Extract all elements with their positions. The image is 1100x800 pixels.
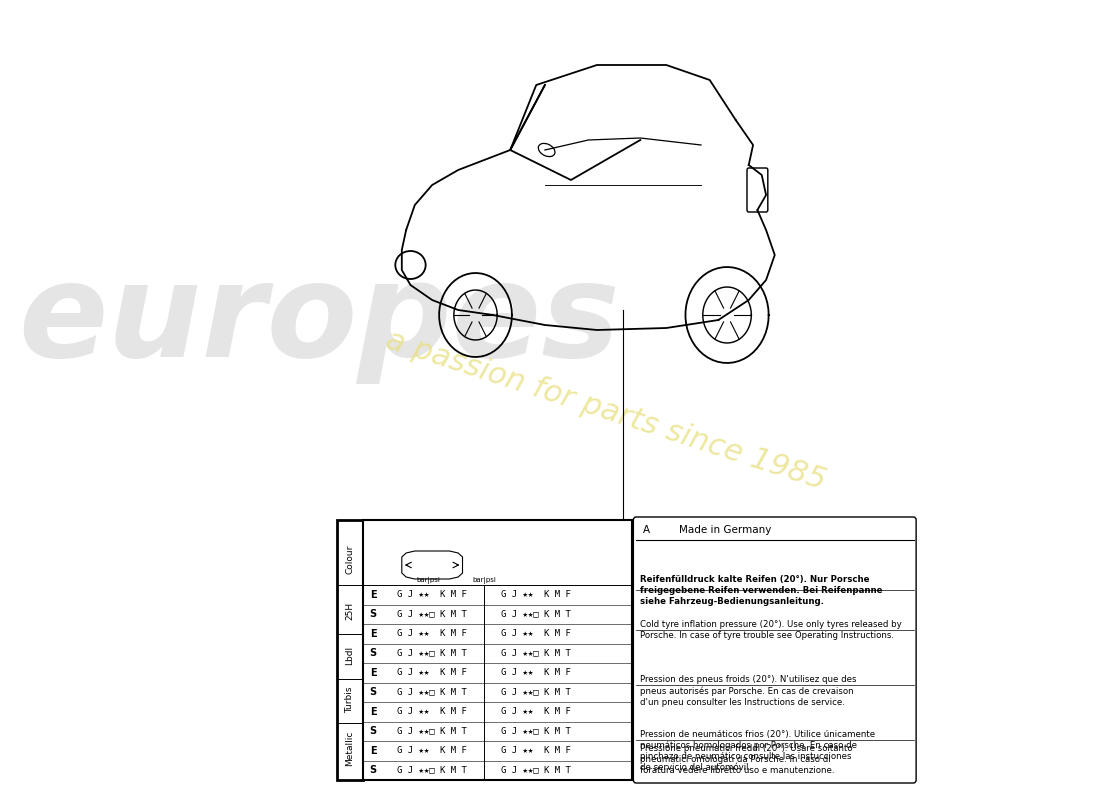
Text: G J ★★□ K M T: G J ★★□ K M T xyxy=(502,688,571,697)
Text: S: S xyxy=(370,610,376,619)
Text: G J ★★  K M F: G J ★★ K M F xyxy=(502,668,571,678)
FancyBboxPatch shape xyxy=(634,517,916,783)
Text: E: E xyxy=(370,629,376,638)
Text: bar|psi: bar|psi xyxy=(472,577,496,583)
Text: Colour: Colour xyxy=(345,544,354,574)
Text: G J ★★□ K M T: G J ★★□ K M T xyxy=(397,766,468,774)
Text: G J ★★□ K M T: G J ★★□ K M T xyxy=(397,688,468,697)
Text: Made in Germany: Made in Germany xyxy=(680,525,772,535)
Text: Pressione pneumatici freddi (20°). Usare soltanto
pneumatici omologati da Porsch: Pressione pneumatici freddi (20°). Usare… xyxy=(640,744,852,775)
Text: S: S xyxy=(370,687,376,698)
Bar xyxy=(363,520,631,780)
Text: Lbdl: Lbdl xyxy=(345,646,354,665)
Text: europes: europes xyxy=(19,257,620,383)
Text: S: S xyxy=(370,726,376,736)
Text: G J ★★□ K M T: G J ★★□ K M T xyxy=(502,610,571,618)
Text: G J ★★  K M F: G J ★★ K M F xyxy=(502,707,571,716)
Text: a passion for parts since 1985: a passion for parts since 1985 xyxy=(382,325,829,495)
Text: G J ★★  K M F: G J ★★ K M F xyxy=(397,590,468,599)
Text: G J ★★□ K M T: G J ★★□ K M T xyxy=(502,649,571,658)
Text: G J ★★  K M F: G J ★★ K M F xyxy=(397,630,468,638)
Text: E: E xyxy=(370,590,376,600)
Text: Pression des pneus froids (20°). N'utilisez que des
pneus autorisés par Porsche.: Pression des pneus froids (20°). N'utili… xyxy=(640,675,857,707)
Text: G J ★★  K M F: G J ★★ K M F xyxy=(397,707,468,716)
Text: Pression de neumáticos frios (20°). Utilice únicamente
neumáticos homologados po: Pression de neumáticos frios (20°). Util… xyxy=(640,730,876,772)
Text: G J ★★  K M F: G J ★★ K M F xyxy=(502,590,571,599)
Text: G J ★★  K M F: G J ★★ K M F xyxy=(502,630,571,638)
Text: G J ★★□ K M T: G J ★★□ K M T xyxy=(502,766,571,774)
Text: G J ★★□ K M T: G J ★★□ K M T xyxy=(502,726,571,736)
Text: bar|psi: bar|psi xyxy=(416,577,440,583)
Text: G J ★★  K M F: G J ★★ K M F xyxy=(397,668,468,678)
FancyBboxPatch shape xyxy=(337,520,363,780)
Text: G J ★★□ K M T: G J ★★□ K M T xyxy=(397,726,468,736)
Text: S: S xyxy=(370,648,376,658)
Text: Reifenfülldruck kalte Reifen (20°). Nur Porsche
freigegebene Reifen verwenden. B: Reifenfülldruck kalte Reifen (20°). Nur … xyxy=(640,575,883,606)
Text: Turbis: Turbis xyxy=(345,686,354,713)
Text: E: E xyxy=(370,668,376,678)
Text: G J ★★  K M F: G J ★★ K M F xyxy=(397,746,468,755)
Text: G J ★★□ K M T: G J ★★□ K M T xyxy=(397,649,468,658)
Text: 25H: 25H xyxy=(345,602,354,620)
Text: Cold tyre inflation pressure (20°). Use only tyres released by
Porsche. In case : Cold tyre inflation pressure (20°). Use … xyxy=(640,620,902,640)
Text: E: E xyxy=(370,706,376,717)
Text: A: A xyxy=(642,525,650,535)
Text: G J ★★□ K M T: G J ★★□ K M T xyxy=(397,610,468,618)
Text: E: E xyxy=(370,746,376,756)
Text: S: S xyxy=(370,766,376,775)
Text: Metallic: Metallic xyxy=(345,731,354,766)
Text: G J ★★  K M F: G J ★★ K M F xyxy=(502,746,571,755)
